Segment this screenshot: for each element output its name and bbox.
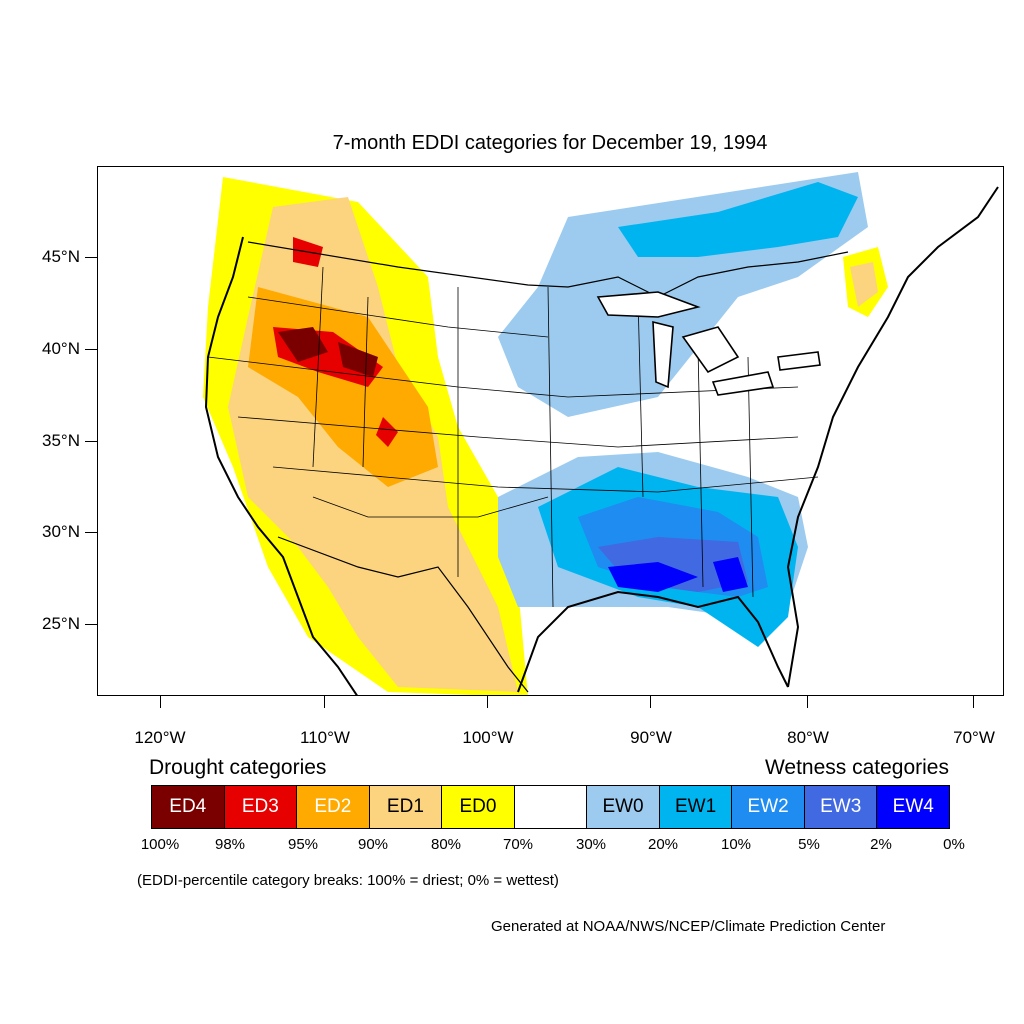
lon-tick bbox=[160, 696, 161, 708]
legend-label: EW1 bbox=[675, 796, 717, 817]
lat-tick bbox=[85, 441, 97, 442]
lat-tick bbox=[85, 532, 97, 533]
us-canada-border bbox=[247, 241, 849, 298]
break-label: 30% bbox=[575, 836, 607, 853]
break-label: 80% bbox=[430, 836, 462, 853]
state-lines bbox=[207, 266, 819, 608]
coastline-west bbox=[204, 236, 358, 695]
legend-cell-ew0: EW0 bbox=[587, 786, 660, 828]
ew4-region-south bbox=[608, 562, 698, 592]
lon-label-90: 90°W bbox=[630, 728, 672, 747]
us-mexico-border bbox=[277, 536, 529, 693]
legend-caption: (EDDI-percentile category breaks: 100% =… bbox=[137, 872, 559, 889]
lon-label-110: 110°W bbox=[300, 728, 350, 747]
lon-tick bbox=[807, 696, 808, 708]
ew1-region-north bbox=[618, 182, 858, 257]
break-label: 90% bbox=[357, 836, 389, 853]
legend-label: EW2 bbox=[747, 796, 789, 817]
break-label: 2% bbox=[870, 836, 892, 853]
ed4-region-a bbox=[278, 327, 328, 362]
break-label: 20% bbox=[647, 836, 679, 853]
legend-colorbar: ED4 ED3 ED2 ED1 ED0 EW0 EW1 EW2 EW3 EW4 bbox=[151, 785, 950, 829]
lat-label-30: 30°N bbox=[42, 522, 80, 541]
legend-label: ED1 bbox=[386, 796, 424, 817]
break-label: 10% bbox=[720, 836, 752, 853]
legend-cell-ed2: ED2 bbox=[297, 786, 370, 828]
lon-label-100: 100°W bbox=[462, 728, 514, 747]
lon-tick bbox=[973, 696, 974, 708]
legend-cell-neutral bbox=[514, 786, 588, 828]
legend-cell-ed4: ED4 bbox=[152, 786, 225, 828]
legend-label: ED3 bbox=[241, 796, 279, 817]
lon-tick bbox=[650, 696, 651, 708]
legend-label: EW3 bbox=[820, 796, 862, 817]
legend-label: EW0 bbox=[602, 796, 644, 817]
map-canvas bbox=[203, 172, 999, 695]
map-title: 7-month EDDI categories for December 19,… bbox=[332, 132, 768, 154]
ed4-region-b bbox=[338, 342, 378, 377]
great-lakes bbox=[596, 291, 821, 396]
coastline-gulf bbox=[517, 590, 789, 693]
legend-cell-ew2: EW2 bbox=[732, 786, 805, 828]
legend-label: ED4 bbox=[169, 796, 207, 817]
lon-label-70: 70°W bbox=[953, 728, 995, 747]
legend-label: ED0 bbox=[459, 796, 497, 817]
coastline-east bbox=[786, 186, 999, 688]
break-label: 95% bbox=[287, 836, 319, 853]
credit-text: Generated at NOAA/NWS/NCEP/Climate Predi… bbox=[491, 918, 886, 935]
legend-label: ED2 bbox=[314, 796, 352, 817]
break-label: 0% bbox=[943, 836, 965, 853]
legend-cell-ed1: ED1 bbox=[369, 786, 443, 828]
lat-tick bbox=[85, 349, 97, 350]
legend-cell-ed3: ED3 bbox=[224, 786, 298, 828]
lon-tick bbox=[324, 696, 325, 708]
legend-label: EW4 bbox=[892, 796, 934, 817]
wetness-categories-label: Wetness categories bbox=[764, 756, 949, 779]
legend-cell-ew1: EW1 bbox=[659, 786, 733, 828]
lon-label-120: 120°W bbox=[134, 728, 186, 747]
drought-categories-label: Drought categories bbox=[149, 756, 327, 779]
lat-tick bbox=[85, 257, 97, 258]
legend-cell-ew3: EW3 bbox=[804, 786, 878, 828]
ed1-region-ne bbox=[850, 262, 878, 307]
lat-label-40: 40°N bbox=[42, 339, 80, 358]
lat-tick bbox=[85, 624, 97, 625]
lon-tick bbox=[487, 696, 488, 708]
lat-label-35: 35°N bbox=[42, 431, 80, 450]
lat-label-25: 25°N bbox=[42, 614, 80, 633]
eddi-map bbox=[97, 166, 1004, 696]
break-label: 70% bbox=[502, 836, 534, 853]
break-label: 5% bbox=[798, 836, 820, 853]
ed3-region-c bbox=[376, 417, 398, 447]
lat-label-45: 45°N bbox=[42, 247, 80, 266]
break-label: 98% bbox=[214, 836, 246, 853]
ew4-region-fl bbox=[713, 557, 748, 592]
legend-cell-ew4: EW4 bbox=[877, 786, 950, 828]
legend-cell-ed0: ED0 bbox=[442, 786, 515, 828]
lon-label-80: 80°W bbox=[787, 728, 829, 747]
break-label: 100% bbox=[140, 836, 180, 853]
